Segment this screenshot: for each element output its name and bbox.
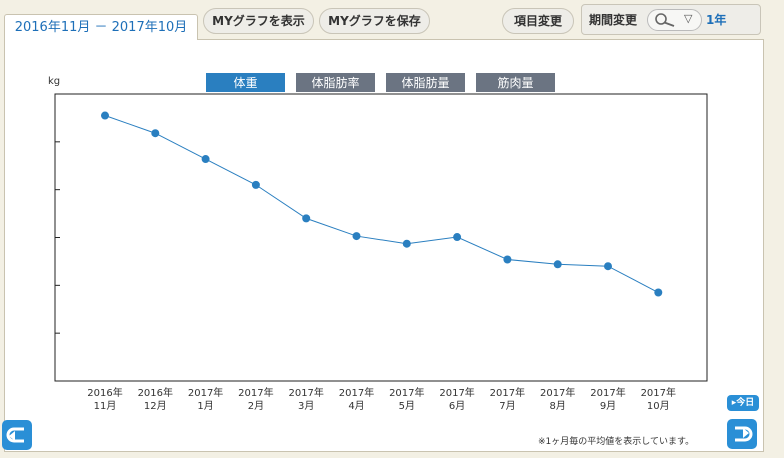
tab-body-fat-mass-label: 体脂肪量: [401, 75, 449, 90]
x-tick-label: 4月: [348, 400, 364, 412]
date-range-tab: 2016年11月 － 2017年10月: [4, 14, 198, 40]
data-point[interactable]: [453, 233, 462, 242]
save-my-graph-button[interactable]: MYグラフを保存: [319, 8, 430, 34]
x-tick-label: 7月: [499, 400, 515, 412]
data-point[interactable]: [101, 111, 109, 120]
series-line: [104, 115, 659, 293]
forward-arrow-icon: [735, 426, 753, 442]
period-change-label: 期間変更: [589, 13, 638, 27]
data-point[interactable]: [503, 255, 512, 264]
x-tick-label: 2017年: [590, 386, 625, 399]
data-point[interactable]: [201, 155, 210, 164]
x-tick-label: 2017年: [389, 386, 424, 399]
tab-weight[interactable]: [206, 73, 285, 92]
data-point[interactable]: [151, 129, 160, 138]
data-point[interactable]: [251, 180, 260, 189]
x-tick-label: 2月: [248, 400, 264, 412]
show-my-graph-button[interactable]: MYグラフを表示: [203, 8, 314, 34]
magnifier-icon: [655, 13, 675, 27]
tab-body-fat-rate[interactable]: [296, 73, 375, 92]
x-tick-label: 2017年: [288, 386, 323, 399]
x-tick-label: 2017年: [339, 386, 374, 399]
y-axis-label: kg: [48, 76, 60, 87]
x-tick-label: 5月: [399, 400, 415, 412]
x-tick-label: 2017年: [238, 386, 273, 399]
today-label: 今日: [736, 398, 755, 408]
x-tick-label: 2017年: [188, 386, 223, 399]
data-point[interactable]: [352, 232, 361, 241]
period-select[interactable]: ▽: [647, 9, 702, 31]
tab-body-fat-mass[interactable]: [386, 73, 465, 92]
x-tick-label: 2017年: [490, 386, 525, 399]
x-tick-label: 2016年: [87, 386, 122, 399]
return-right-icon[interactable]: [727, 419, 757, 449]
tab-weight-label: 体重: [233, 76, 257, 90]
period-change-box: 期間変更 ▽ 1年: [581, 4, 761, 35]
x-tick-label: 12月: [144, 400, 167, 412]
x-tick-label: 6月: [449, 400, 465, 412]
graph-panel: [4, 39, 764, 452]
x-tick-label: 9月: [600, 400, 616, 412]
x-tick-label: 10月: [647, 400, 670, 412]
x-tick-label: 2017年: [439, 386, 474, 399]
period-value: 1年: [706, 13, 727, 27]
data-point[interactable]: [402, 239, 411, 248]
x-tick-label: 1月: [197, 400, 213, 412]
x-tick-label: 11月: [94, 400, 117, 412]
tab-muscle-mass[interactable]: [476, 73, 555, 92]
item-change-button[interactable]: 項目変更: [502, 8, 574, 34]
return-left-icon[interactable]: [2, 420, 32, 450]
data-point[interactable]: [604, 262, 612, 271]
plot-frame: [54, 93, 708, 382]
data-point[interactable]: [553, 260, 562, 269]
dropdown-triangle-icon: ▽: [684, 12, 693, 25]
today-arrow-icon: ▸: [731, 398, 737, 408]
back-arrow-icon: [6, 427, 24, 443]
x-tick-label: 3月: [298, 400, 314, 412]
tab-muscle-mass-label: 筋肉量: [497, 75, 533, 90]
data-point[interactable]: [302, 214, 311, 223]
x-tick-label: 2017年: [540, 386, 575, 399]
tab-body-fat-rate-label: 体脂肪率: [311, 75, 359, 90]
data-point[interactable]: [654, 288, 663, 297]
average-note: ※1ヶ月毎の平均値を表示しています。: [538, 437, 695, 447]
x-tick-label: 2017年: [641, 386, 676, 399]
x-tick-label: 8月: [550, 400, 566, 412]
x-tick-label: 2016年: [138, 386, 173, 399]
today-button[interactable]: ▸今日: [727, 395, 759, 411]
